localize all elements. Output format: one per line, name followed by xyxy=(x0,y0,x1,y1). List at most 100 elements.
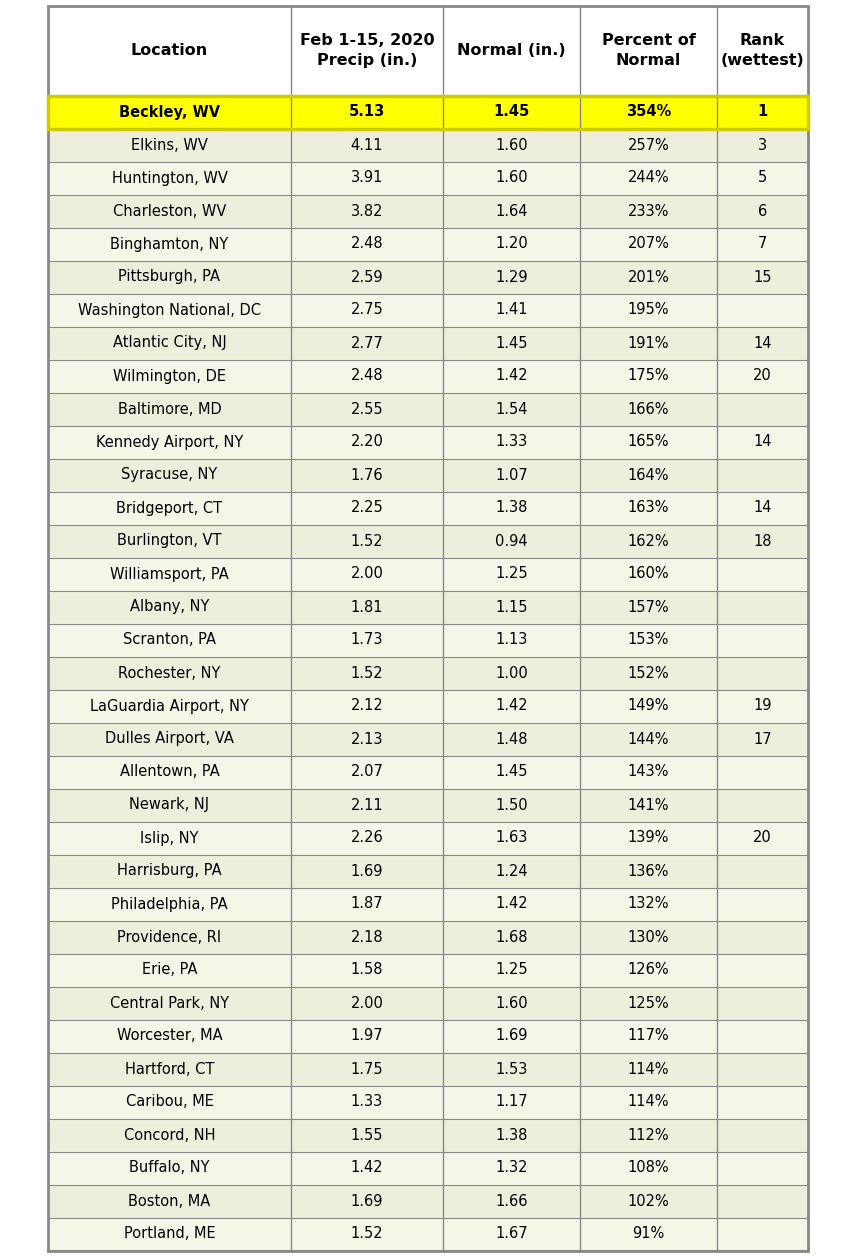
Text: 1.52: 1.52 xyxy=(351,534,383,549)
Text: 1.15: 1.15 xyxy=(496,599,528,614)
Text: 175%: 175% xyxy=(627,368,669,383)
Bar xyxy=(48,1053,808,1085)
Text: 144%: 144% xyxy=(627,731,669,746)
Text: 2.55: 2.55 xyxy=(351,402,383,417)
Text: 15: 15 xyxy=(753,270,772,285)
Bar xyxy=(48,789,808,821)
Text: Burlington, VT: Burlington, VT xyxy=(117,534,222,549)
Text: 1.69: 1.69 xyxy=(496,1029,528,1044)
Text: Islip, NY: Islip, NY xyxy=(140,830,199,845)
Text: 166%: 166% xyxy=(627,402,669,417)
Text: 18: 18 xyxy=(753,534,772,549)
Text: 1.75: 1.75 xyxy=(351,1061,383,1076)
Text: 125%: 125% xyxy=(627,996,669,1011)
Text: 153%: 153% xyxy=(627,633,669,648)
Text: 1.76: 1.76 xyxy=(351,467,383,482)
Bar xyxy=(48,888,808,921)
Bar xyxy=(48,1020,808,1053)
Text: 2.00: 2.00 xyxy=(351,566,383,582)
Text: 1.68: 1.68 xyxy=(496,929,528,945)
Text: 1.45: 1.45 xyxy=(496,765,528,780)
Bar xyxy=(48,294,808,327)
Text: 1.64: 1.64 xyxy=(496,203,528,219)
Text: 162%: 162% xyxy=(627,534,669,549)
Text: 1.00: 1.00 xyxy=(495,666,528,681)
Text: 3.91: 3.91 xyxy=(351,171,383,186)
Text: 191%: 191% xyxy=(627,335,669,350)
Text: 1.42: 1.42 xyxy=(495,897,528,912)
Text: 1.13: 1.13 xyxy=(496,633,527,648)
Bar xyxy=(48,128,808,162)
Text: 233%: 233% xyxy=(627,203,669,219)
Text: Normal (in.): Normal (in.) xyxy=(457,43,566,58)
Bar xyxy=(48,491,808,525)
Text: Newark, NJ: Newark, NJ xyxy=(129,798,210,813)
Text: Percent of
Normal: Percent of Normal xyxy=(602,33,695,68)
Text: 2.18: 2.18 xyxy=(351,929,383,945)
Text: 1.07: 1.07 xyxy=(495,467,528,482)
Text: 244%: 244% xyxy=(627,171,669,186)
Bar xyxy=(48,5,808,95)
Text: 19: 19 xyxy=(753,698,772,713)
Text: 2.48: 2.48 xyxy=(351,368,383,383)
Text: 1.17: 1.17 xyxy=(495,1094,528,1109)
Text: 130%: 130% xyxy=(627,929,669,945)
Text: 2.26: 2.26 xyxy=(351,830,383,845)
Text: 143%: 143% xyxy=(627,765,669,780)
Bar xyxy=(48,756,808,789)
Text: Rank
(wettest): Rank (wettest) xyxy=(721,33,805,68)
Text: Bridgeport, CT: Bridgeport, CT xyxy=(116,500,223,515)
Bar xyxy=(48,95,808,128)
Text: 1.63: 1.63 xyxy=(496,830,527,845)
Text: 1.52: 1.52 xyxy=(351,1227,383,1241)
Text: Hartford, CT: Hartford, CT xyxy=(125,1061,214,1076)
Bar xyxy=(48,921,808,953)
Bar xyxy=(48,327,808,359)
Text: 157%: 157% xyxy=(627,599,669,614)
Text: 1.41: 1.41 xyxy=(496,303,528,318)
Text: 1.87: 1.87 xyxy=(351,897,383,912)
Text: Atlantic City, NJ: Atlantic City, NJ xyxy=(113,335,226,350)
Text: 5.13: 5.13 xyxy=(349,104,385,119)
Text: 3.82: 3.82 xyxy=(351,203,383,219)
Text: 195%: 195% xyxy=(627,303,669,318)
Text: 114%: 114% xyxy=(627,1061,669,1076)
Text: 1.38: 1.38 xyxy=(496,500,527,515)
Text: Philadelphia, PA: Philadelphia, PA xyxy=(111,897,228,912)
Text: 1.42: 1.42 xyxy=(495,368,528,383)
Text: 1.25: 1.25 xyxy=(495,566,528,582)
Text: 2.00: 2.00 xyxy=(351,996,383,1011)
Text: 1.20: 1.20 xyxy=(495,236,528,251)
Bar xyxy=(48,657,808,690)
Text: 201%: 201% xyxy=(627,270,669,285)
Text: 1.25: 1.25 xyxy=(495,962,528,977)
Text: 1.73: 1.73 xyxy=(351,633,383,648)
Text: 1.66: 1.66 xyxy=(496,1193,528,1208)
Text: 1.32: 1.32 xyxy=(496,1161,528,1176)
Text: Location: Location xyxy=(131,43,208,58)
Text: Albany, NY: Albany, NY xyxy=(130,599,209,614)
Text: 4.11: 4.11 xyxy=(351,137,383,152)
Text: 20: 20 xyxy=(753,830,772,845)
Text: 1.67: 1.67 xyxy=(495,1227,528,1241)
Bar xyxy=(48,558,808,590)
Text: 2.11: 2.11 xyxy=(351,798,383,813)
Text: Williamsport, PA: Williamsport, PA xyxy=(110,566,229,582)
Text: 136%: 136% xyxy=(627,864,669,878)
Text: Syracuse, NY: Syracuse, NY xyxy=(122,467,217,482)
Text: 1.53: 1.53 xyxy=(496,1061,527,1076)
Text: 2.75: 2.75 xyxy=(351,303,383,318)
Text: Central Park, NY: Central Park, NY xyxy=(110,996,229,1011)
Text: 7: 7 xyxy=(758,236,767,251)
Bar xyxy=(48,1184,808,1217)
Text: 163%: 163% xyxy=(627,500,669,515)
Text: 1.50: 1.50 xyxy=(495,798,528,813)
Bar xyxy=(48,195,808,227)
Bar xyxy=(48,1152,808,1184)
Bar xyxy=(48,623,808,657)
Text: Kennedy Airport, NY: Kennedy Airport, NY xyxy=(96,435,243,450)
Bar xyxy=(48,260,808,294)
Text: 1.29: 1.29 xyxy=(495,270,528,285)
Text: 1.33: 1.33 xyxy=(496,435,527,450)
Text: 14: 14 xyxy=(753,500,772,515)
